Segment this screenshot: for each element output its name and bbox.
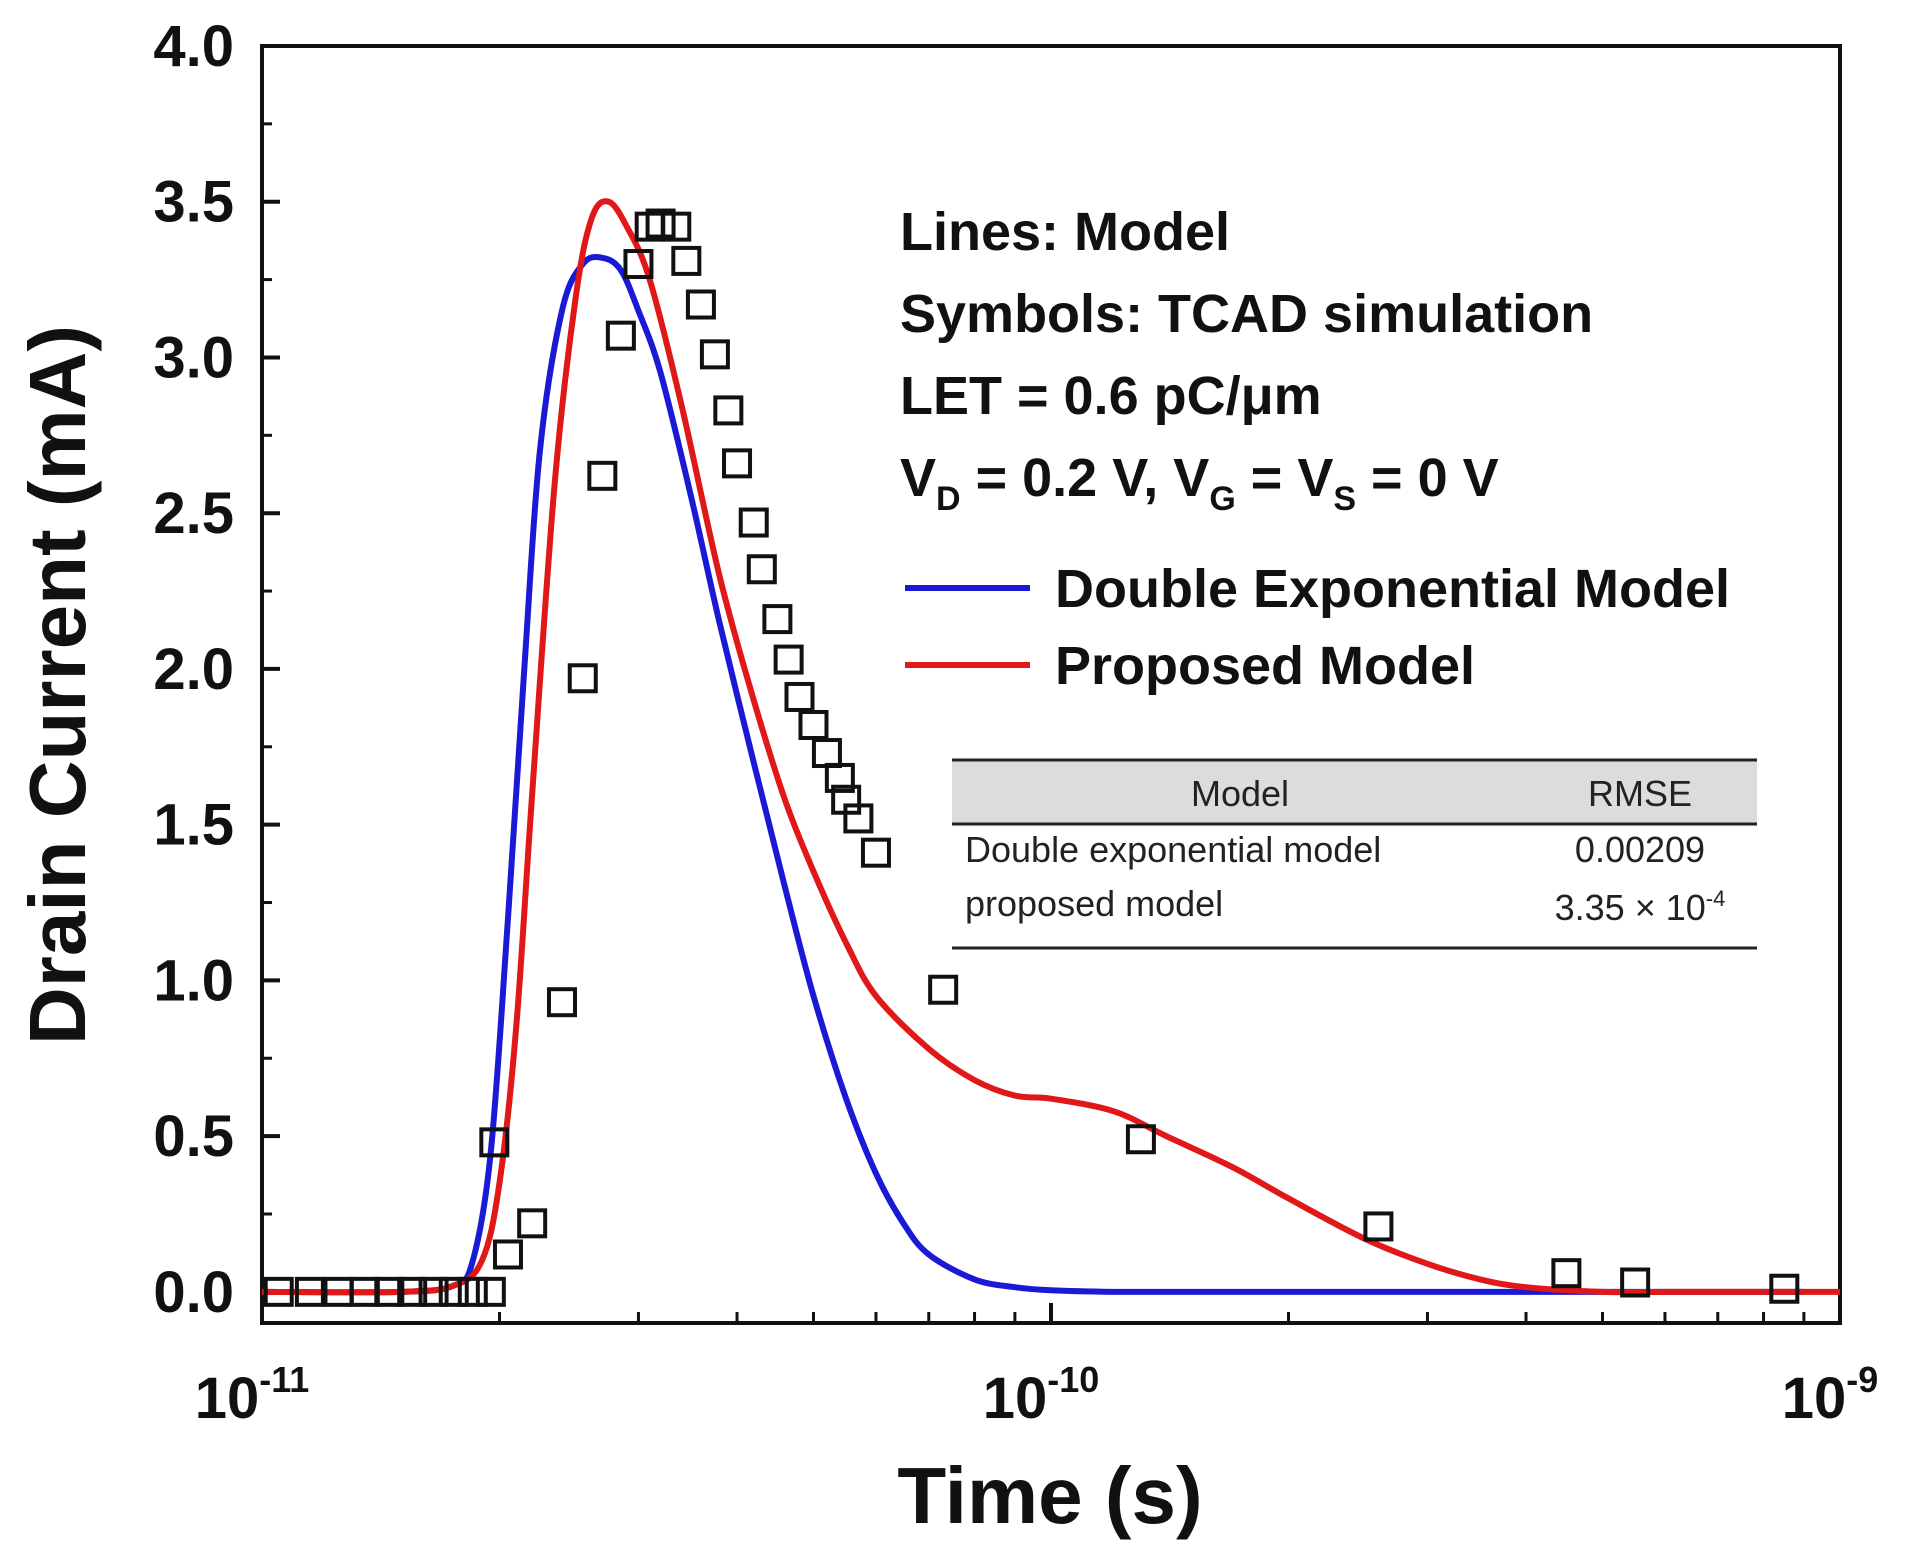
tcad-marker xyxy=(928,974,959,1005)
vd-base: V xyxy=(900,448,936,508)
y-tick-label: 0.5 xyxy=(153,1104,234,1169)
tcad-marker xyxy=(860,837,891,868)
x-tick-label: 10-10 xyxy=(983,1359,1100,1431)
tcad-marker xyxy=(811,738,842,769)
tcad-markers xyxy=(263,208,1800,1307)
tcad-marker xyxy=(671,245,702,276)
vd-rest: = 0.2 V, xyxy=(961,448,1174,508)
tcad-marker xyxy=(798,709,829,740)
tcad-marker xyxy=(661,211,692,242)
tcad-marker xyxy=(623,249,654,280)
annotation-bias: VD = 0.2 V, VG = VS = 0 V xyxy=(900,448,1499,518)
tcad-marker xyxy=(722,448,753,479)
tcad-marker xyxy=(492,1239,523,1270)
tcad-marker xyxy=(1551,1258,1582,1289)
tcad-marker xyxy=(479,1127,510,1158)
rmse-2-exponent: -4 xyxy=(1706,886,1726,911)
series-line-proposed xyxy=(261,198,1840,1296)
tcad-marker xyxy=(645,208,676,239)
tcad-marker xyxy=(1125,1124,1156,1155)
tcad-marker xyxy=(1769,1273,1800,1304)
y-axis: 0.0 0.5 1.0 1.5 2.0 2.5 3.0 3.5 4.0 xyxy=(153,14,280,1325)
tcad-marker xyxy=(738,507,769,538)
tcad-marker xyxy=(263,1276,294,1307)
tcad-marker xyxy=(605,320,636,351)
y-tick-label: 3.0 xyxy=(153,325,234,390)
table-header-model: Model xyxy=(1191,773,1289,814)
tcad-marker xyxy=(773,644,804,675)
tcad-marker xyxy=(438,1276,469,1307)
series-line-double-exponential xyxy=(261,254,1804,1296)
tcad-marker xyxy=(517,1208,548,1239)
legend-label-proposed: Proposed Model xyxy=(1055,636,1475,696)
y-tick-label: 4.0 xyxy=(153,14,234,79)
x-tick-label: 10-11 xyxy=(195,1359,310,1431)
tcad-marker xyxy=(587,460,618,491)
vg-rest: = xyxy=(1236,448,1298,508)
annotation-symbols: Symbols: TCAD simulation xyxy=(900,284,1593,344)
vg-sub: G xyxy=(1209,480,1235,518)
tcad-marker xyxy=(567,663,598,694)
x-axis: 10-11 10-10 10-9 xyxy=(195,1303,1879,1431)
tcad-marker xyxy=(397,1276,428,1307)
legend: Double Exponential Model Proposed Model xyxy=(905,559,1730,696)
rmse-table: Model RMSE Double exponential model 0.00… xyxy=(952,758,1757,950)
table-cell-rmse-1: 0.00209 xyxy=(1575,829,1705,870)
annotation-lines: Lines: Model xyxy=(900,202,1230,262)
vs-rest: = 0 V xyxy=(1356,448,1499,508)
table-cell-model-2: proposed model xyxy=(965,883,1223,924)
y-tick-label: 3.5 xyxy=(153,170,234,235)
table-header-bg xyxy=(952,761,1757,823)
y-tick-label: 1.0 xyxy=(153,948,234,1013)
tcad-marker xyxy=(784,681,815,712)
tcad-marker xyxy=(418,1276,449,1307)
table-cell-model-1: Double exponential model xyxy=(965,829,1381,870)
y-tick-label: 2.0 xyxy=(153,637,234,702)
tcad-marker xyxy=(1620,1267,1651,1298)
y-axis-label: Drain Current (mA) xyxy=(13,325,102,1045)
tcad-marker xyxy=(824,762,855,793)
rmse-2-mantissa: 3.35 × 10 xyxy=(1555,887,1706,928)
x-axis-label: Time (s) xyxy=(897,1451,1202,1540)
tcad-marker xyxy=(294,1276,325,1307)
annotation-let: LET = 0.6 pC/μm xyxy=(900,366,1322,426)
legend-label-double-exponential: Double Exponential Model xyxy=(1055,559,1730,619)
tcad-marker xyxy=(457,1276,488,1307)
vg-base: V xyxy=(1173,448,1209,508)
tcad-marker xyxy=(843,803,874,834)
tcad-marker xyxy=(762,604,793,635)
tcad-marker xyxy=(475,1276,506,1307)
y-tick-label: 0.0 xyxy=(153,1260,234,1325)
vs-sub: S xyxy=(1333,480,1356,518)
x-tick-label: 10-9 xyxy=(1782,1359,1879,1431)
table-header-rmse: RMSE xyxy=(1588,773,1692,814)
table-cell-rmse-2: 3.35 × 10-4 xyxy=(1555,886,1726,928)
tcad-marker xyxy=(685,289,716,320)
tcad-marker xyxy=(699,339,730,370)
tcad-marker xyxy=(1363,1211,1394,1242)
y-tick-label: 2.5 xyxy=(153,481,234,546)
tcad-marker xyxy=(746,554,777,585)
y-tick-label: 1.5 xyxy=(153,793,234,858)
vs-base: V xyxy=(1297,448,1333,508)
tcad-marker xyxy=(374,1276,405,1307)
tcad-marker xyxy=(713,395,744,426)
vd-sub: D xyxy=(936,480,961,518)
tcad-marker xyxy=(546,987,577,1018)
